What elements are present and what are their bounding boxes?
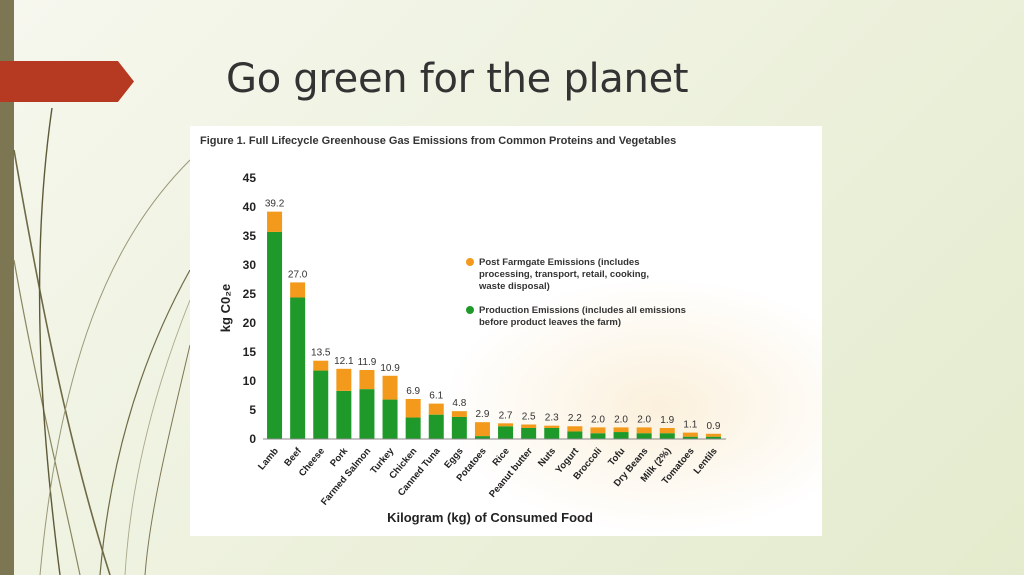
bar-segment xyxy=(636,433,652,439)
bar-value-label: 2.5 xyxy=(522,412,536,423)
legend-entry-text: waste disposal) xyxy=(478,281,550,292)
bar-segment xyxy=(498,423,514,427)
legend-swatch xyxy=(466,258,474,266)
bar-value-label: 2.7 xyxy=(499,410,513,421)
bar-segment xyxy=(613,427,629,433)
bar-segment xyxy=(428,414,444,439)
bar-value-label: 6.9 xyxy=(406,386,420,397)
y-tick-label: 10 xyxy=(243,374,257,388)
bar-segment xyxy=(521,424,537,428)
y-tick-label: 20 xyxy=(243,316,257,330)
y-tick-label: 25 xyxy=(243,287,257,301)
bar-segment xyxy=(474,422,490,437)
bar-segment xyxy=(313,370,329,439)
bar-value-label: 2.2 xyxy=(568,413,582,424)
bar-value-label: 10.9 xyxy=(380,363,400,374)
bar-value-label: 2.3 xyxy=(545,413,559,424)
slide-title: Go green for the planet xyxy=(226,56,689,102)
bar-value-label: 1.9 xyxy=(660,415,674,426)
category-label: Tofu xyxy=(606,446,627,468)
bar-segment xyxy=(474,436,490,439)
legend-entry-text: Post Farmgate Emissions (includes xyxy=(479,257,640,268)
category-label: Rice xyxy=(491,446,512,468)
bar-segment xyxy=(521,427,537,439)
bar-value-label: 2.0 xyxy=(637,414,651,425)
bar-segment xyxy=(405,417,421,439)
bar-segment xyxy=(290,297,306,439)
bar-value-label: 2.9 xyxy=(475,409,489,420)
bar-segment xyxy=(267,231,283,439)
figure-title: Figure 1. Full Lifecycle Greenhouse Gas … xyxy=(200,135,676,147)
bar-value-label: 12.1 xyxy=(334,356,354,367)
y-tick-label: 30 xyxy=(243,258,257,272)
bar-segment xyxy=(705,436,721,439)
x-axis-title: Kilogram (kg) of Consumed Food xyxy=(387,510,593,525)
bar-value-label: 2.0 xyxy=(614,414,628,425)
bar-segment xyxy=(290,282,306,298)
category-label: Nuts xyxy=(536,446,558,469)
bar-segment xyxy=(613,432,629,439)
bar-segment xyxy=(451,411,467,417)
bar-value-label: 39.2 xyxy=(265,199,285,210)
bar-segment xyxy=(405,398,421,418)
figure-panel: Figure 1. Full Lifecycle Greenhouse Gas … xyxy=(190,126,822,536)
legend-entry-text: before product leaves the farm) xyxy=(479,317,621,328)
category-label: Lentils xyxy=(692,446,720,477)
bar-value-label: 4.8 xyxy=(452,398,466,409)
bar-segment xyxy=(336,390,352,439)
y-tick-label: 45 xyxy=(243,171,257,185)
bar-value-label: 13.5 xyxy=(311,348,331,359)
bar-segment xyxy=(567,431,583,439)
bar-segment xyxy=(590,427,606,434)
bar-segment xyxy=(659,433,675,439)
y-tick-label: 5 xyxy=(249,403,256,417)
bar-segment xyxy=(659,427,675,434)
bar-segment xyxy=(544,427,560,439)
y-tick-label: 35 xyxy=(243,229,257,243)
bar-value-label: 11.9 xyxy=(358,357,377,368)
bar-segment xyxy=(451,416,467,439)
bar-segment xyxy=(382,399,398,439)
bar-segment xyxy=(359,389,375,439)
bar-segment xyxy=(636,427,652,434)
y-tick-label: 40 xyxy=(243,200,257,214)
bar-segment xyxy=(567,426,583,432)
bar-segment xyxy=(590,433,606,439)
category-label: Lamb xyxy=(256,446,281,473)
legend-entry-text: processing, transport, retail, cooking, xyxy=(479,269,649,280)
bar-segment xyxy=(382,375,398,400)
bar-segment xyxy=(544,425,560,428)
y-axis-title: kg C0₂e xyxy=(218,284,233,332)
category-label: Peanut butter xyxy=(487,446,535,500)
bar-segment xyxy=(682,436,698,439)
legend-entry-text: Production Emissions (includes all emiss… xyxy=(479,305,686,316)
bar-value-label: 27.0 xyxy=(288,269,308,280)
y-tick-label: 15 xyxy=(243,345,257,359)
legend-swatch xyxy=(466,306,474,314)
bar-value-label: 0.9 xyxy=(706,421,720,432)
left-accent-bar xyxy=(0,0,14,575)
bar-segment xyxy=(267,211,283,232)
figure-background-glow xyxy=(440,276,822,536)
y-tick-label: 0 xyxy=(249,432,256,446)
bar-value-label: 6.1 xyxy=(429,391,443,402)
bar-segment xyxy=(682,432,698,437)
bar-segment xyxy=(705,433,721,437)
bar-segment xyxy=(359,369,375,390)
bar-segment xyxy=(428,403,444,415)
emissions-chart: Figure 1. Full Lifecycle Greenhouse Gas … xyxy=(200,135,726,525)
bar-value-label: 2.0 xyxy=(591,414,605,425)
bar-segment xyxy=(313,360,329,371)
bar-segment xyxy=(498,426,514,439)
bar-segment xyxy=(336,368,352,391)
bar-value-label: 1.1 xyxy=(683,420,697,431)
title-arrow-shape xyxy=(0,61,134,102)
